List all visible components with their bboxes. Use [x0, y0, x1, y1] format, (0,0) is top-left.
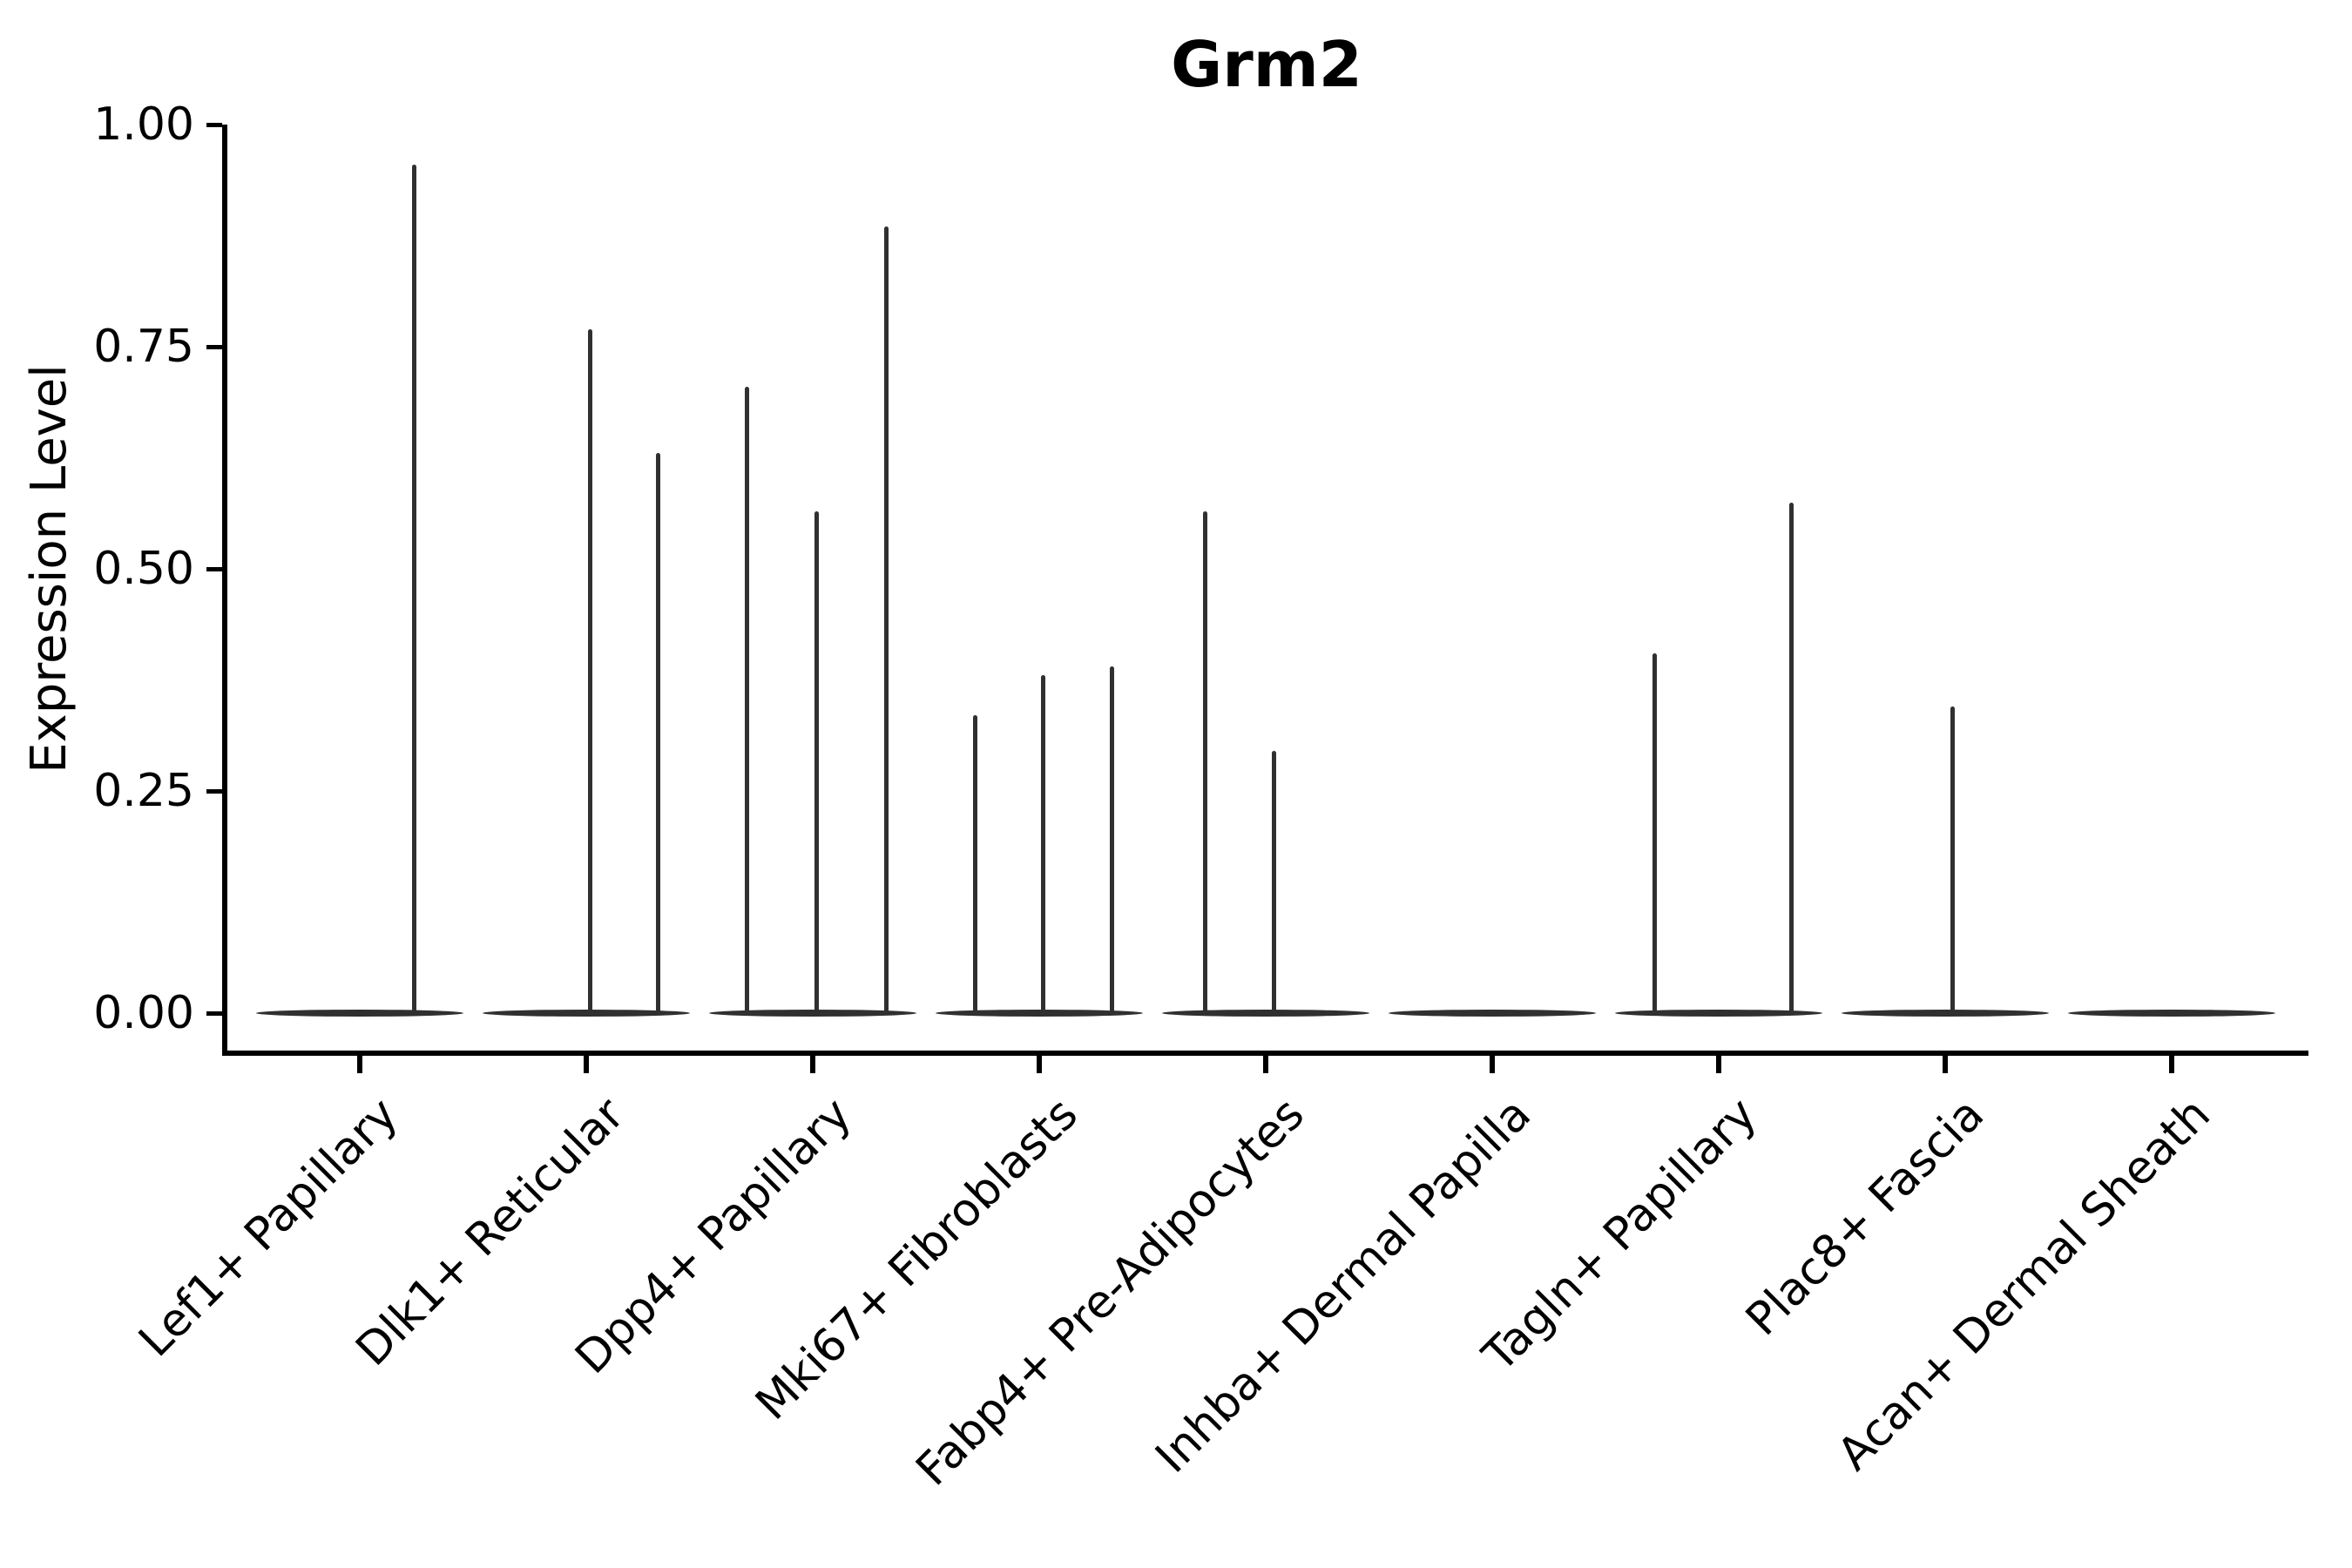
violin-spike: [587, 328, 592, 1015]
violin-spike: [1950, 706, 1955, 1015]
violin-baseline: [709, 1010, 916, 1017]
y-tick-mark: [206, 344, 222, 349]
violin-spike: [411, 164, 416, 1015]
x-axis-spine: [222, 1051, 2308, 1056]
chart-title: Grm2: [1171, 28, 1362, 101]
x-category-label: Plac8+ Fascia: [1735, 1088, 1994, 1347]
violin-spike: [814, 510, 819, 1015]
x-tick-mark: [1716, 1056, 1721, 1073]
violin-spike: [1202, 510, 1207, 1015]
y-tick-label: 0.50: [93, 543, 194, 595]
x-tick-mark: [810, 1056, 815, 1073]
y-tick-mark: [206, 788, 222, 794]
violin-baseline: [1162, 1010, 1369, 1017]
violin-spike: [883, 226, 889, 1015]
x-category-label: Fabp4+ Pre-Adipocytes: [906, 1088, 1315, 1497]
x-tick-mark: [357, 1056, 362, 1073]
violin-spike: [744, 386, 749, 1015]
violin-spike: [1109, 666, 1114, 1015]
x-category-label: Acan+ Dermal Sheath: [1827, 1088, 2220, 1481]
violin-baseline: [1842, 1010, 2049, 1017]
x-tick-mark: [1263, 1056, 1268, 1073]
violin-baseline: [256, 1010, 463, 1017]
x-tick-mark: [1037, 1056, 1042, 1073]
y-axis-spine: [222, 125, 227, 1056]
violin-spike: [655, 453, 660, 1015]
y-tick-mark: [206, 1010, 222, 1016]
y-tick-label: 0.00: [93, 987, 194, 1039]
violin-spike: [1788, 502, 1794, 1015]
violin-baseline: [1615, 1010, 1822, 1017]
y-tick-label: 0.75: [93, 321, 194, 373]
violin-spike: [1271, 751, 1276, 1015]
violin-baseline: [2068, 1010, 2275, 1017]
y-tick-mark: [206, 566, 222, 571]
y-tick-label: 0.25: [93, 765, 194, 817]
x-tick-mark: [584, 1056, 589, 1073]
violin-baseline: [1389, 1010, 1596, 1017]
violin-baseline: [936, 1010, 1143, 1017]
violin-baseline: [483, 1010, 690, 1017]
violin-spike: [1040, 675, 1045, 1015]
y-tick-label: 1.00: [93, 98, 194, 151]
x-category-label: Inhba+ Dermal Papilla: [1146, 1088, 1541, 1484]
y-tick-mark: [206, 122, 222, 127]
violin-spike: [1652, 652, 1657, 1015]
x-tick-mark: [1943, 1056, 1948, 1073]
violin-spike: [972, 715, 977, 1015]
x-tick-mark: [1490, 1056, 1495, 1073]
x-tick-mark: [2169, 1056, 2174, 1073]
